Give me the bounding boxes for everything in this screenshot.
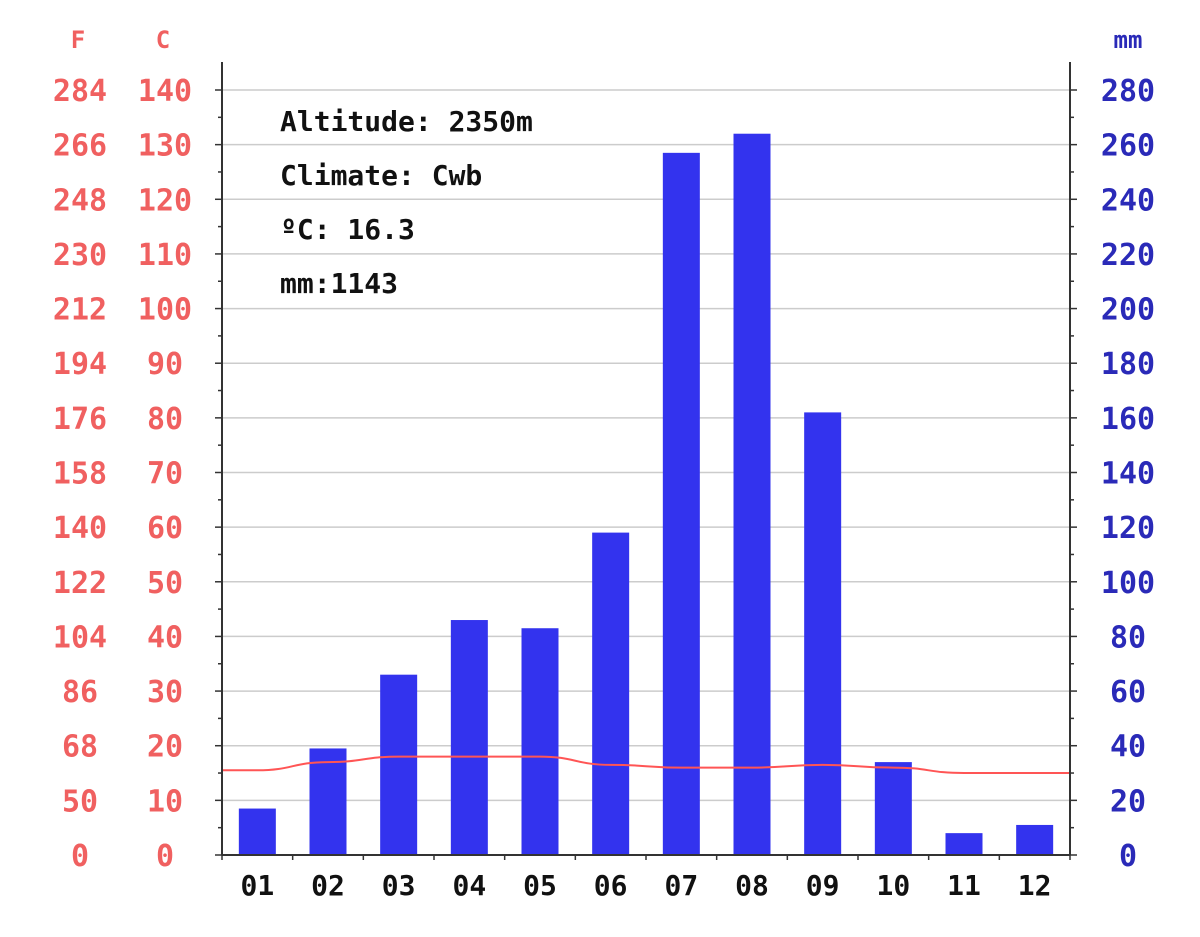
mm-tick-label: 180 (1101, 347, 1155, 382)
mm-tick-label: 220 (1101, 238, 1155, 273)
mm-tick-label: 80 (1110, 620, 1146, 655)
fahrenheit-tick-label: 104 (53, 620, 107, 655)
climate-text: Climate: Cwb (280, 159, 482, 192)
celsius-tick-label: 90 (147, 347, 183, 382)
precipitation-bar (310, 748, 347, 855)
celsius-tick-label: 130 (138, 129, 192, 164)
month-label: 05 (523, 869, 557, 902)
mm-tick-label: 140 (1101, 457, 1155, 492)
fahrenheit-tick-label: 266 (53, 129, 107, 164)
celsius-unit-label: C (156, 26, 170, 54)
celsius-tick-label: 70 (147, 457, 183, 492)
annual-precip-text: mm:1143 (280, 267, 398, 300)
month-label: 04 (452, 869, 486, 902)
fahrenheit-tick-label: 176 (53, 402, 107, 437)
precipitation-bar (804, 412, 841, 855)
precipitation-bar (875, 762, 912, 855)
precipitation-bar (946, 833, 983, 855)
month-label: 02 (311, 869, 345, 902)
mm-tick-label: 0 (1119, 839, 1137, 874)
precipitation-bar (734, 134, 771, 855)
temperature-line-layer (222, 757, 1070, 774)
precipitation-bar (451, 620, 488, 855)
celsius-tick-label: 20 (147, 730, 183, 765)
fahrenheit-tick-label: 86 (62, 675, 98, 710)
mm-tick-label: 120 (1101, 511, 1155, 546)
precipitation-bar (380, 675, 417, 855)
fahrenheit-tick-label: 140 (53, 511, 107, 546)
month-label: 07 (664, 869, 698, 902)
month-label: 10 (876, 869, 910, 902)
month-label: 03 (382, 869, 416, 902)
precipitation-bar (1016, 825, 1053, 855)
month-label: 06 (594, 869, 628, 902)
celsius-tick-label: 60 (147, 511, 183, 546)
temperature-line (222, 757, 1070, 773)
mm-tick-label: 160 (1101, 402, 1155, 437)
celsius-tick-label: 0 (156, 839, 174, 874)
celsius-tick-label: 30 (147, 675, 183, 710)
celsius-tick-label: 110 (138, 238, 192, 273)
mm-tick-label: 280 (1101, 74, 1155, 109)
precipitation-bar (239, 809, 276, 855)
mm-tick-label: 100 (1101, 566, 1155, 601)
celsius-tick-label: 40 (147, 620, 183, 655)
mm-tick-label: 60 (1110, 675, 1146, 710)
month-label: 11 (947, 869, 981, 902)
month-label: 08 (735, 869, 769, 902)
mean-temp-text: ºC: 16.3 (280, 213, 415, 246)
mm-tick-label: 240 (1101, 183, 1155, 218)
celsius-tick-label: 10 (147, 784, 183, 819)
fahrenheit-tick-label: 248 (53, 183, 107, 218)
celsius-tick-label: 100 (138, 293, 192, 328)
celsius-tick-label: 140 (138, 74, 192, 109)
fahrenheit-tick-label: 158 (53, 457, 107, 492)
fahrenheit-tick-label: 212 (53, 293, 107, 328)
fahrenheit-tick-label: 0 (71, 839, 89, 874)
mm-tick-label: 200 (1101, 293, 1155, 328)
celsius-tick-label: 120 (138, 183, 192, 218)
fahrenheit-tick-label: 284 (53, 74, 107, 109)
fahrenheit-unit-label: F (71, 26, 85, 54)
fahrenheit-tick-label: 68 (62, 730, 98, 765)
fahrenheit-tick-label: 122 (53, 566, 107, 601)
precipitation-bar (522, 628, 559, 855)
celsius-tick-label: 50 (147, 566, 183, 601)
fahrenheit-tick-label: 194 (53, 347, 107, 382)
precipitation-bar (592, 533, 629, 855)
mm-tick-label: 40 (1110, 730, 1146, 765)
mm-tick-label: 260 (1101, 129, 1155, 164)
month-label: 09 (806, 869, 840, 902)
mm-unit-label: mm (1114, 26, 1143, 54)
celsius-tick-label: 80 (147, 402, 183, 437)
mm-tick-label: 20 (1110, 784, 1146, 819)
fahrenheit-tick-label: 230 (53, 238, 107, 273)
month-label: 01 (240, 869, 274, 902)
altitude-text: Altitude: 2350m (280, 105, 533, 138)
month-label: 12 (1018, 869, 1052, 902)
fahrenheit-tick-label: 50 (62, 784, 98, 819)
precipitation-bar (663, 153, 700, 855)
grid-lines (222, 90, 1070, 800)
